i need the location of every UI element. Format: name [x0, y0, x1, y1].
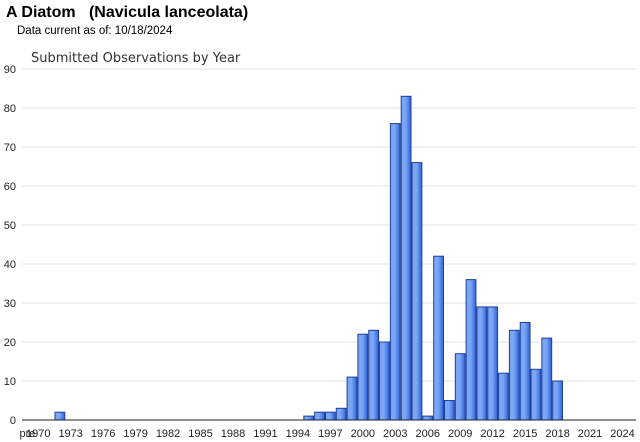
bar-2014 [508, 329, 520, 421]
y-tick-label: 20 [4, 337, 16, 349]
bar-1995 [303, 415, 315, 421]
bar-2017 [541, 337, 553, 421]
x-tick-label: 2006 [416, 428, 440, 440]
bar-2011 [476, 306, 488, 421]
x-tick-label: 2018 [545, 428, 569, 440]
bar-1997 [324, 411, 336, 421]
y-tick-label: 0 [10, 415, 16, 427]
bar-2015 [519, 322, 531, 421]
y-tick-label: 50 [4, 220, 16, 232]
bar-2006 [422, 415, 434, 421]
bar-2004 [400, 95, 412, 421]
bar-2010 [465, 279, 477, 421]
x-tick-label: 2024 [610, 428, 634, 440]
x-tick-label: 1997 [318, 428, 342, 440]
y-tick-label: 30 [4, 298, 16, 310]
bar-2012 [487, 306, 499, 421]
bar-1999 [346, 376, 358, 421]
bar-2000 [357, 333, 369, 421]
x-tick-label: 1985 [188, 428, 212, 440]
bar-1996 [314, 411, 325, 421]
y-axis-labels: 0 10 20 30 40 50 60 70 80 90 [4, 64, 16, 427]
bar-1972 [54, 411, 66, 421]
x-tick-label: 2012 [480, 428, 504, 440]
y-tick-label: 90 [4, 64, 16, 76]
bar-1998 [335, 407, 347, 421]
x-tick-label: 2003 [383, 428, 407, 440]
bar-2005 [411, 162, 423, 421]
page-title: A Diatom (Navicula lanceolata) [6, 4, 249, 21]
bar-2013 [498, 372, 509, 421]
x-tick-label: 1976 [91, 428, 115, 440]
x-tick-label: pre [19, 428, 35, 440]
data-current-date: Data current as of: 10/18/2024 [17, 25, 173, 37]
y-tick-label: 40 [4, 259, 16, 271]
x-tick-label: 1982 [156, 428, 180, 440]
bars [54, 95, 563, 421]
x-tick-label: 1979 [123, 428, 147, 440]
bar-2002 [379, 341, 390, 421]
x-tick-label: 1991 [253, 428, 277, 440]
bar-2008 [443, 400, 455, 421]
x-tick-label: 1994 [286, 428, 310, 440]
chart-title: Submitted Observations by Year [31, 51, 241, 66]
x-tick-label: 1973 [58, 428, 82, 440]
y-tick-label: 80 [4, 103, 16, 115]
bar-2018 [552, 380, 563, 421]
x-tick-label: 1988 [221, 428, 245, 440]
x-tick-label: 2009 [448, 428, 472, 440]
y-tick-label: 70 [4, 142, 16, 154]
bar-2007 [433, 255, 444, 421]
x-tick-label: 2000 [351, 428, 375, 440]
x-tick-label: 2021 [578, 428, 602, 440]
bar-2009 [454, 353, 466, 421]
bar-2001 [368, 329, 380, 421]
y-tick-label: 10 [4, 376, 16, 388]
bar-2003 [389, 123, 401, 421]
x-tick-label: 1970 [26, 428, 50, 440]
y-tick-label: 60 [4, 181, 16, 193]
bar-2016 [530, 368, 542, 421]
x-tick-label: 2015 [513, 428, 537, 440]
